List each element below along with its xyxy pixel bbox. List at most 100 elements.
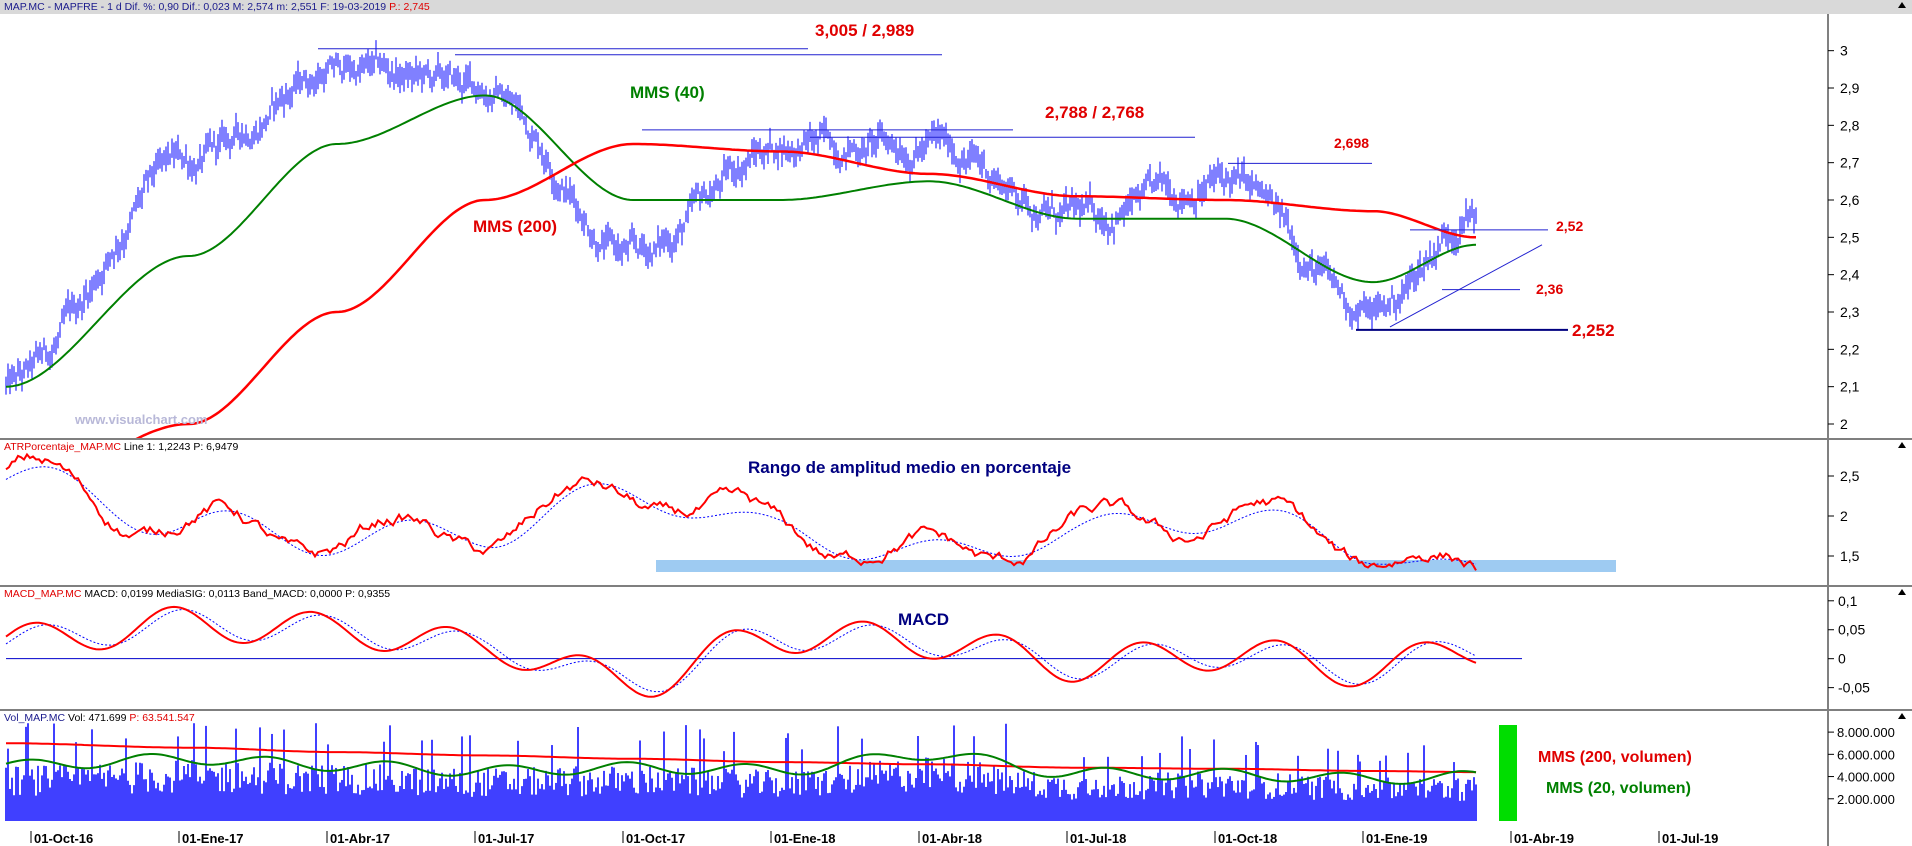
x-tick-label: 01-Abr-18 xyxy=(922,831,982,846)
trend-line xyxy=(1389,244,1543,328)
atr-name: ATRPorcentaje_MAP.MC xyxy=(4,441,121,453)
annotation-resistance3: 2,698 xyxy=(1334,135,1369,151)
dif-value: 0,023 xyxy=(203,1,230,13)
x-tick-label: 01-Abr-17 xyxy=(330,831,390,846)
atr-chart: 2,5 2 1,5 Rango de amplitud medio en porce… xyxy=(5,440,1860,585)
volume-y-tick-label: 2.000.000 xyxy=(1837,792,1895,807)
price-y-tick-label: 2,7 xyxy=(1840,155,1860,171)
x-tick-label: 01-Oct-17 xyxy=(626,831,685,846)
price-symbol: MAP.MC - MAPFRE - xyxy=(4,1,108,13)
panel-separator[interactable] xyxy=(0,585,1912,587)
x-tick-label: 01-Jul-19 xyxy=(1662,831,1718,846)
macd-y-axis: 0,1 0,05 0 -0,05 xyxy=(1828,593,1870,696)
macd-label: MACD: xyxy=(84,588,122,600)
price-y-tick-label: 2,5 xyxy=(1840,229,1860,245)
price-y-tick-label: 2,3 xyxy=(1840,304,1860,320)
panel-separator[interactable] xyxy=(0,709,1912,711)
atr-line-label: Line 1: xyxy=(123,441,159,453)
macd-band-value: 0,0000 xyxy=(310,588,343,600)
price-axis-header xyxy=(1828,0,1912,14)
x-tick-label: 01-Oct-16 xyxy=(34,831,93,846)
annotation-mms200: MMS (200) xyxy=(473,217,557,236)
volume-highlight xyxy=(1499,725,1517,821)
price-y-tick-label: 2,8 xyxy=(1840,117,1860,133)
x-tick-label: 01-Ene-19 xyxy=(1366,831,1427,846)
macd-sig-value: 0,0113 xyxy=(208,588,240,600)
max-label: M: xyxy=(232,1,248,13)
volume-y-tick-label: 4.000.000 xyxy=(1837,770,1895,785)
price-y-axis: 3 2,9 2,8 2,7 2,6 2,5 2,4 2,3 2,2 2,1 2 xyxy=(1828,43,1860,432)
mms200-line xyxy=(135,142,1476,438)
volume-y-tick-label: 8.000.000 xyxy=(1837,725,1895,740)
annotation-level-236: 2,36 xyxy=(1536,281,1563,297)
macd-p-value: 0,9355 xyxy=(357,588,391,600)
price-y-tick-label: 3 xyxy=(1840,43,1848,59)
x-tick-label: 01-Jul-18 xyxy=(1070,831,1126,846)
price-bars xyxy=(5,40,1477,395)
annotation-level-2252: 2,252 xyxy=(1572,321,1615,340)
volume-y-axis: 8.000.000 6.000.000 4.000.000 2.000.000 xyxy=(1828,725,1895,807)
annotation-mms40: MMS (40) xyxy=(630,83,705,102)
atr-panel-header: ATRPorcentaje_MAP.MC Line 1: 1,2243 P: 6… xyxy=(0,440,1832,454)
atr-y-tick-label: 2 xyxy=(1840,508,1848,524)
macd-y-tick-label: -0,05 xyxy=(1838,680,1870,696)
atr-p-value: 6,9479 xyxy=(206,441,239,453)
macd-y-tick-label: 0,1 xyxy=(1838,593,1858,609)
macd-y-tick-label: 0,05 xyxy=(1838,622,1865,638)
date-label: F: xyxy=(320,1,333,13)
price-y-tick-label: 2,9 xyxy=(1840,80,1860,96)
annotation-resistance2: 2,788 / 2,768 xyxy=(1045,103,1144,122)
atr-title: Rango de amplitud medio en porcentaje xyxy=(748,458,1071,477)
moving-averages xyxy=(5,94,1477,438)
legend-mms200-volume: MMS (200, volumen) xyxy=(1538,749,1692,766)
x-tick-label: 01-Jul-17 xyxy=(478,831,534,846)
scroll-up-icon[interactable] xyxy=(1898,713,1906,719)
price-y-tick-label: 2,6 xyxy=(1840,192,1860,208)
atr-signal-line xyxy=(5,466,1477,565)
volume-mms20-line xyxy=(5,752,1477,785)
atr-band xyxy=(656,560,1616,572)
price-y-tick-label: 2 xyxy=(1840,416,1848,432)
scroll-up-icon[interactable] xyxy=(1898,589,1906,595)
scroll-up-icon[interactable] xyxy=(1898,442,1906,448)
atr-line xyxy=(5,452,1477,571)
macd-panel-header: MACD_MAP.MC MACD: 0,0199 MediaSIG: 0,011… xyxy=(0,587,1832,601)
annotation-resistance1: 3,005 / 2,989 xyxy=(815,21,914,40)
atr-y-tick-label: 2,5 xyxy=(1840,468,1860,484)
volume-p-label: P: xyxy=(129,712,143,724)
price-value: 2,745 xyxy=(403,1,430,13)
price-panel-header: MAP.MC - MAPFRE - 1 d Dif. %: 0,90 Dif.:… xyxy=(0,0,1832,14)
max-value: 2,574 xyxy=(247,1,274,13)
price-y-tick-label: 2,1 xyxy=(1840,379,1860,395)
date-value: 19-03-2019 xyxy=(332,1,387,13)
atr-p-label: P: xyxy=(193,441,207,453)
x-tick-label: 01-Ene-17 xyxy=(182,831,243,846)
x-tick-label: 01-Abr-19 xyxy=(1514,831,1574,846)
panel-separator[interactable] xyxy=(0,438,1912,440)
x-tick-label: 01-Ene-18 xyxy=(774,831,835,846)
watermark: www.visualchart.com xyxy=(74,412,207,427)
dif-label: Dif.: xyxy=(181,1,204,13)
volume-label: Vol: xyxy=(68,712,89,724)
atr-line-value: 1,2243 xyxy=(158,441,191,453)
macd-band-label: Band_MACD: xyxy=(242,588,311,600)
macd-signal-line xyxy=(5,608,1477,693)
atr-y-tick-label: 1,5 xyxy=(1840,548,1860,564)
dif-pct-value: 0,90 xyxy=(158,1,179,13)
price-y-tick-label: 2,4 xyxy=(1840,267,1860,283)
macd-sig-label: MediaSIG: xyxy=(156,588,209,600)
x-axis: 01-Oct-16 01-Ene-17 01-Abr-17 01-Jul-17 01-O… xyxy=(30,831,1718,846)
macd-value: 0,0199 xyxy=(121,588,154,600)
dif-pct-label: Dif. %: xyxy=(124,1,159,13)
atr-y-axis: 2,5 2 1,5 xyxy=(1828,468,1860,564)
legend-mms20-volume: MMS (20, volumen) xyxy=(1546,780,1691,797)
volume-averages xyxy=(5,742,1477,785)
min-label: m: xyxy=(276,1,291,13)
atr-band-rect xyxy=(656,560,1616,572)
support-resistance-lines xyxy=(318,48,1568,331)
volume-panel-header: Vol_MAP.MC Vol: 471.699 P: 63.541.547 xyxy=(0,711,1832,725)
scroll-up-icon[interactable] xyxy=(1898,2,1906,8)
annotation-level-252: 2,52 xyxy=(1556,218,1583,234)
macd-lines xyxy=(5,605,1477,698)
